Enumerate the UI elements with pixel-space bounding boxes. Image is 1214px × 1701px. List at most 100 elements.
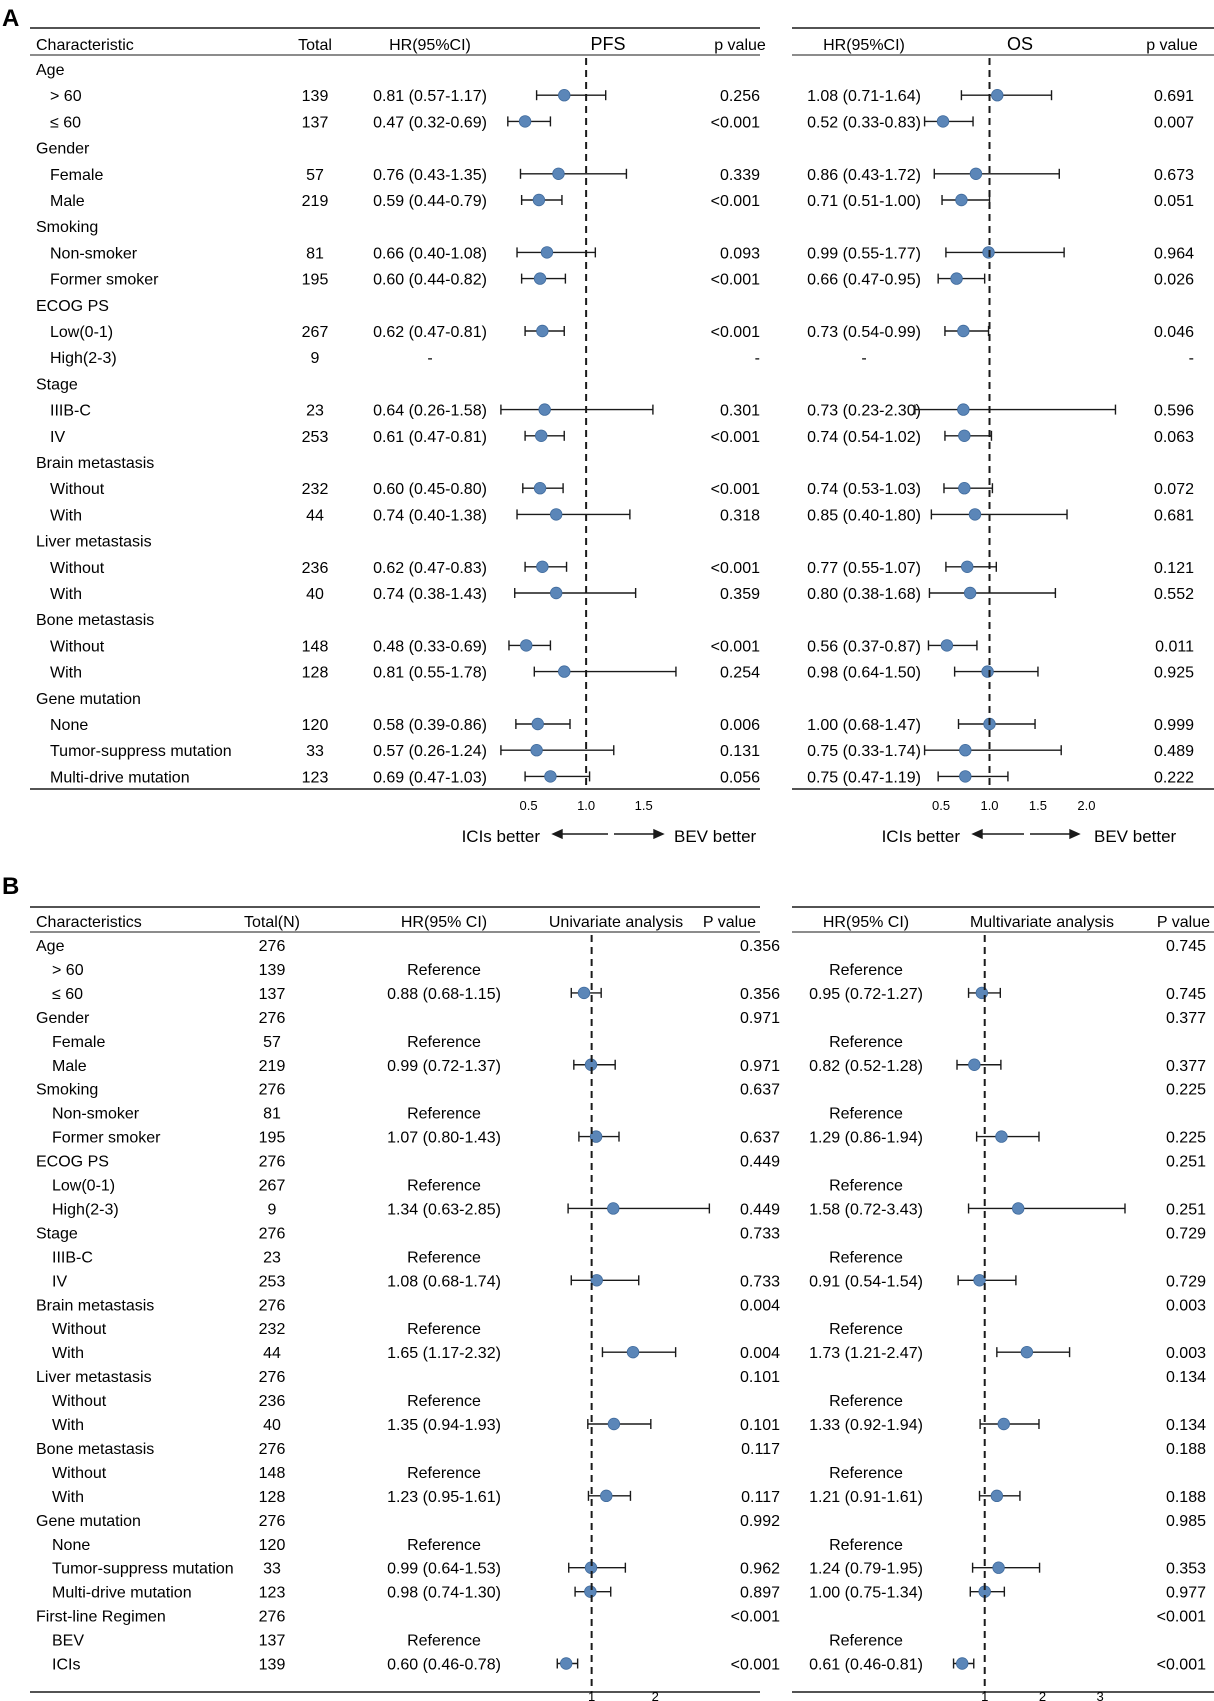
b-row-p-uni: 0.897 [740,1585,780,1602]
b-row-p-multi: 0.134 [1166,1369,1206,1386]
a-row-label: None [50,717,88,734]
a-os-point [940,639,954,652]
a-os-icis-better: ICIs better [882,827,961,846]
a-pfs-tick-label: 0.5 [520,798,538,813]
a-row-p-os: 0.007 [1154,114,1194,131]
a-pfs-point [535,429,548,443]
a-row-p-pfs: <0.001 [711,638,760,655]
a-os-point [958,429,971,443]
b-row-p-multi: 0.225 [1166,1082,1206,1099]
b-uni-point [577,986,591,1000]
b-uni-point [559,1657,573,1670]
b-row-total: 44 [263,1345,281,1362]
b-row-p-uni: 0.962 [740,1561,780,1578]
b-group-label: Age [36,938,65,955]
b-row-hr-uni: 0.88 (0.68-1.15) [387,986,501,1003]
a-row-label: With [50,665,82,682]
panel-a: A Characteristic Total HR(95%CI) PFS p v… [2,5,1214,846]
b-row-hr-multi: Reference [829,1178,903,1195]
a-pfs-point [536,560,549,574]
b-uni-tick-label: 1 [588,1689,595,1701]
b-row-hr-multi: Reference [829,1106,903,1123]
a-os-point [957,403,970,416]
b-row-p-uni: 0.971 [740,1058,780,1075]
b-row-p-uni: 0.733 [740,1273,780,1290]
a-row-hr-pfs: 0.64 (0.26-1.58) [373,403,487,420]
a-row-hr-os: 0.73 (0.23-2.30) [807,403,921,420]
a-row-hr-pfs: 0.81 (0.55-1.78) [373,665,487,682]
b-row-p-uni: 0.004 [740,1297,780,1314]
b-row-p-uni: 0.117 [741,1441,780,1458]
a-pfs-point [558,88,571,102]
a-os-left-arrowhead [971,828,983,840]
a-row-p-os: 0.964 [1154,245,1194,262]
panel-b-letter: B [2,873,19,900]
a-pfs-point [531,717,544,731]
a-row-label: Tumor-suppress mutation [50,743,232,760]
b-row-total: 33 [263,1561,281,1578]
a-row-hr-pfs: 0.69 (0.47-1.03) [373,769,487,786]
b-row-hr-uni: 0.99 (0.64-1.53) [387,1561,501,1578]
b-row-hr-uni: Reference [407,1393,481,1410]
a-row-p-os: 0.999 [1154,717,1194,734]
b-group-label: ECOG PS [36,1154,109,1171]
b-row-total: 195 [259,1130,286,1147]
b-row-label: Non-smoker [52,1106,140,1123]
b-row-label: None [52,1537,90,1554]
a-row-hr-pfs: 0.61 (0.47-0.81) [373,429,487,446]
b-header-hr-uni: HR(95% CI) [401,914,487,931]
a-row-hr-os: - [861,350,866,367]
a-pfs-tick-label: 1.5 [635,798,653,813]
b-row-p-multi: 0.745 [1166,938,1206,955]
a-pfs-bev-better: BEV better [674,827,757,846]
b-row-p-uni: 0.449 [740,1201,780,1218]
b-group-label: Gender [36,1010,90,1027]
b-group-label: Brain metastasis [36,1297,154,1314]
a-row-hr-pfs: 0.58 (0.39-0.86) [373,717,487,734]
b-multi-point [1012,1202,1025,1215]
a-row-total: 236 [302,560,329,577]
a-row-hr-pfs: 0.76 (0.43-1.35) [373,167,487,184]
a-row-label: With [50,586,82,603]
a-row-hr-pfs: 0.57 (0.26-1.24) [373,743,487,760]
b-multi-tick-label: 1 [981,1689,988,1701]
a-group-label: Liver metastasis [36,534,152,551]
a-os-tick-label: 2.0 [1077,798,1095,813]
a-direction-arrows [551,828,1081,840]
a-row-total: 120 [302,717,329,734]
b-row-label: With [52,1417,84,1434]
a-os-bev-better: BEV better [1094,827,1177,846]
a-row-p-pfs: 0.006 [720,717,760,734]
a-row-hr-os: 0.85 (0.40-1.80) [807,507,921,524]
b-row-total: 276 [259,1297,286,1314]
b-row-total: 276 [259,938,286,955]
b-row-total: 120 [259,1537,286,1554]
b-row-total: 128 [259,1489,286,1506]
a-row-label: IV [50,429,65,446]
b-row-total: 276 [259,1154,286,1171]
b-uni-point [589,1130,603,1143]
a-group-label: Stage [36,376,78,393]
b-row-hr-uni: Reference [407,1537,481,1554]
b-row-hr-uni: Reference [407,1249,481,1266]
a-row-total: 33 [306,743,324,760]
a-pfs-point [549,586,563,600]
a-row-hr-os: 0.99 (0.55-1.77) [807,245,921,262]
a-row-p-os: 0.121 [1154,560,1194,577]
b-row-p-multi: 0.729 [1166,1273,1206,1290]
a-group-label: Gene mutation [36,691,141,708]
a-row-total: 195 [302,272,329,289]
b-row-total: 236 [259,1393,286,1410]
a-pfs-point [520,639,533,652]
a-row-hr-os: 0.74 (0.53-1.03) [807,481,921,498]
b-row-hr-multi: 1.73 (1.21-2.47) [809,1345,923,1362]
a-pfs-point [549,508,563,521]
a-row-hr-os: 0.75 (0.33-1.74) [807,743,921,760]
b-multi-tick-label: 2 [1039,1689,1046,1701]
b-row-total: 81 [263,1106,281,1123]
a-row-label: Non-smoker [50,245,138,262]
b-row-p-multi: <0.001 [1157,1609,1206,1626]
b-row-p-uni: 0.117 [741,1489,780,1506]
a-row-hr-os: 0.77 (0.55-1.07) [807,560,921,577]
b-row-total: 57 [263,1034,281,1051]
